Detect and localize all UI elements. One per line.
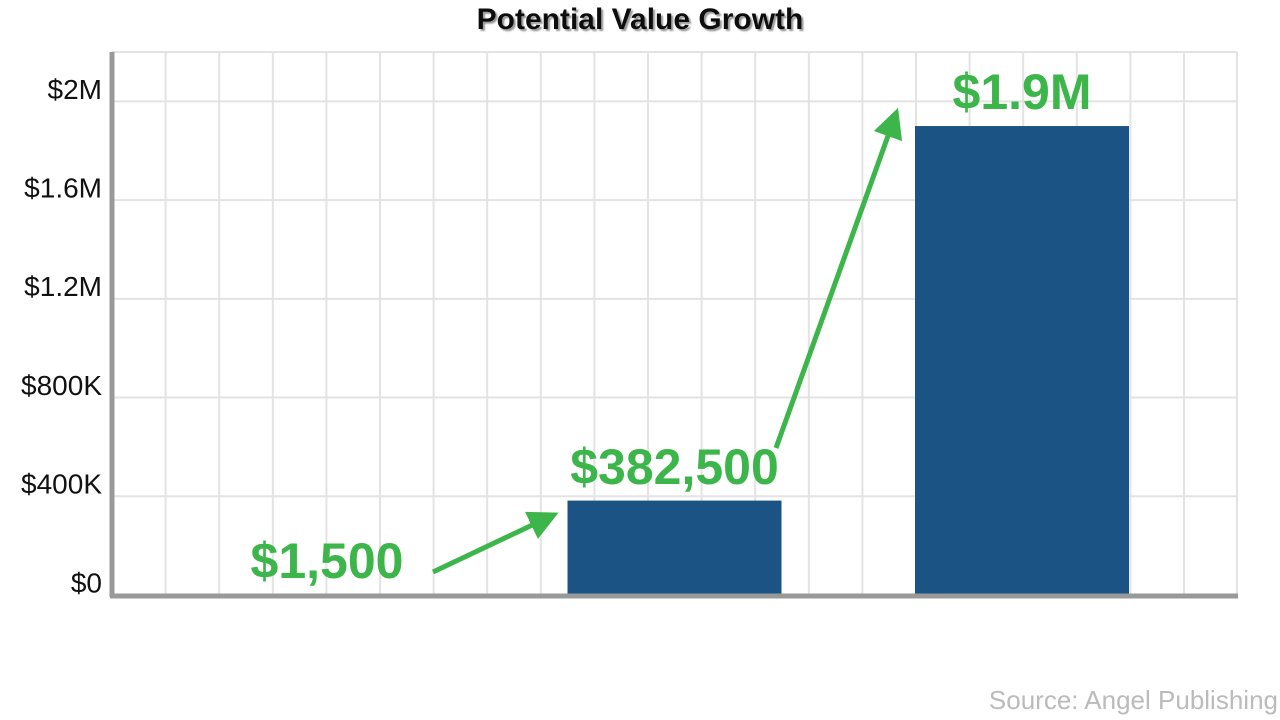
bar: [567, 500, 782, 595]
y-tick-label: $2M: [48, 74, 102, 105]
y-tick-label: $800K: [21, 370, 102, 401]
bars: [220, 126, 1129, 596]
y-tick-label: $0: [71, 567, 102, 598]
source-note: Source: Angel Publishing: [989, 685, 1278, 715]
chart-title: Potential Value Growth: [477, 3, 804, 36]
growth-arrow: [431, 511, 559, 575]
value-label: $1.9M: [953, 64, 1092, 120]
y-tick-label: $1.2M: [24, 271, 102, 302]
y-tick-label: $1.6M: [24, 172, 102, 203]
value-label: $1,500: [251, 533, 404, 589]
bar: [915, 126, 1129, 595]
y-tick-label: $400K: [21, 469, 102, 500]
value-label: $382,500: [570, 439, 779, 495]
growth-arrow: [773, 107, 903, 449]
